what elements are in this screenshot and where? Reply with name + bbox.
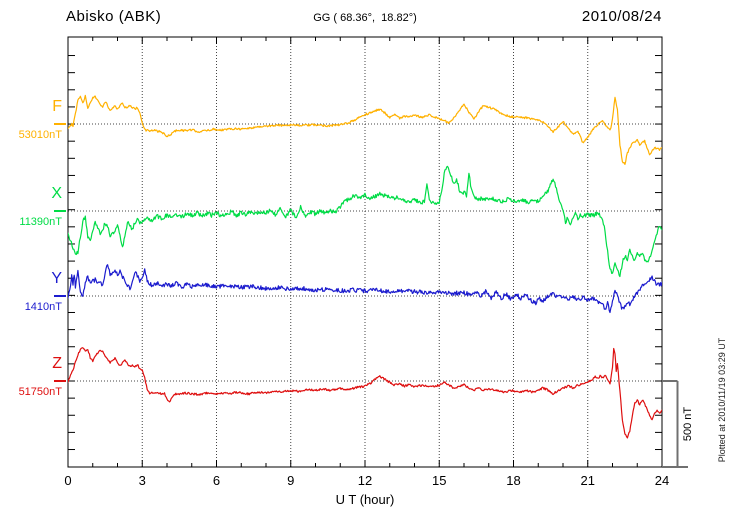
- x-tick-label-21: 21: [580, 473, 595, 488]
- component-baseline-value-Y: 1410nT: [24, 301, 62, 313]
- x-tick-label-0: 0: [64, 473, 72, 488]
- component-label-Z: Z: [52, 355, 62, 372]
- geographic-coordinates: GG ( 68.36°, 18.82°): [313, 12, 417, 24]
- x-tick-label-12: 12: [357, 473, 373, 488]
- component-label-F: F: [52, 98, 62, 115]
- trace-X: [68, 165, 662, 278]
- component-label-X: X: [51, 185, 62, 202]
- component-baseline-value-Z: 51750nT: [18, 386, 62, 398]
- x-tick-label-3: 3: [138, 473, 146, 488]
- observation-date: 2010/08/24: [581, 8, 662, 25]
- plot-frame: [67, 36, 663, 468]
- x-tick-label-24: 24: [654, 473, 670, 488]
- x-tick-label-6: 6: [212, 473, 221, 488]
- x-tick-label-9: 9: [287, 473, 295, 488]
- x-axis-title: U T (hour): [335, 492, 395, 507]
- trace-F: [68, 94, 662, 165]
- component-baseline-value-F: 53010nT: [18, 129, 62, 141]
- station-title: Abisko (ABK): [66, 8, 162, 25]
- trace-Z: [68, 347, 662, 439]
- scale-bar-label: 500 nT: [682, 407, 694, 442]
- component-label-Y: Y: [51, 270, 62, 287]
- x-tick-label-18: 18: [506, 473, 521, 488]
- scale-bar: [662, 380, 688, 468]
- component-baseline-value-X: 11390nT: [19, 216, 62, 228]
- trace-Y: [68, 264, 662, 314]
- x-tick-label-15: 15: [432, 473, 447, 488]
- plotted-at-note: Plotted at 2010/11/19 03:29 UT: [717, 337, 727, 463]
